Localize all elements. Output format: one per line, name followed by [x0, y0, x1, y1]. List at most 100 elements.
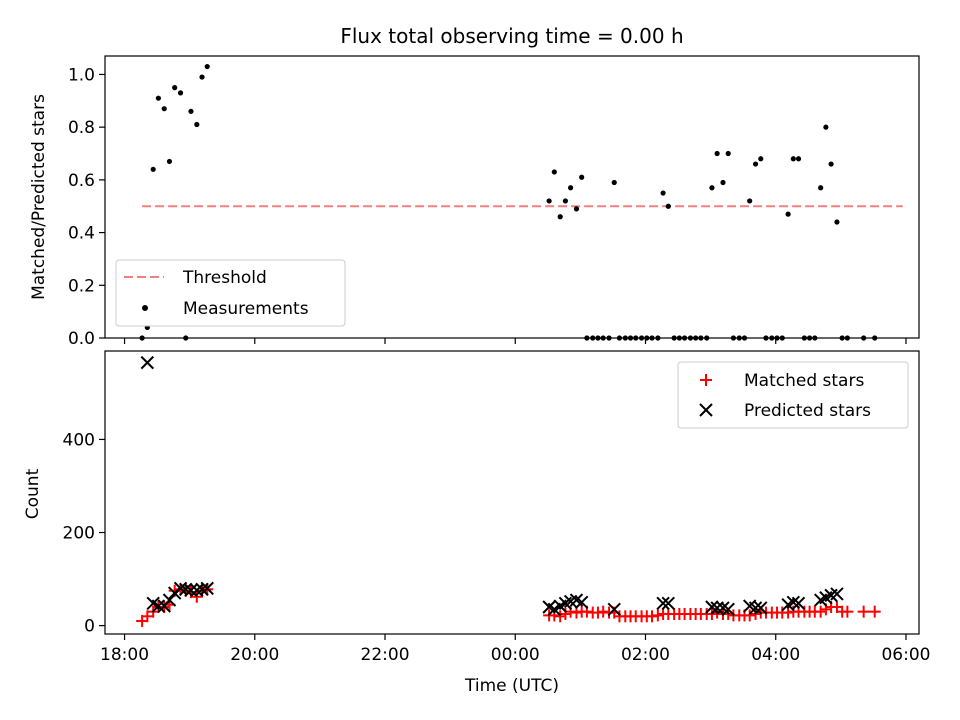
matched-point [554, 610, 567, 623]
bottom-y-tick-label: 0 [84, 617, 95, 637]
top-y-tick-label: 1.0 [68, 65, 95, 85]
x-tick-label: 00:00 [491, 645, 540, 665]
measurement-point [725, 150, 731, 157]
predicted-point [179, 582, 193, 597]
measurement-point [172, 85, 178, 91]
matched-legend-label: Matched stars [744, 371, 864, 391]
predicted-point [830, 587, 844, 601]
predicted-point [574, 595, 589, 610]
measurement-point [720, 179, 726, 186]
x-tick-label: 18:00 [100, 645, 149, 665]
bottom-y-axis: 0 200 400 [63, 430, 105, 637]
predicted-point [710, 601, 724, 615]
predicted-point [200, 581, 214, 596]
measurement-point [155, 95, 161, 101]
predicted-point [748, 601, 763, 615]
measurement-point [790, 156, 796, 162]
measurement-point [818, 185, 824, 191]
top-y-axis-label: Matched/Predicted stars [29, 94, 49, 300]
matched-point [190, 590, 203, 603]
top-y-tick-label: 0.8 [68, 118, 95, 138]
predicted-point [656, 596, 670, 610]
x-tick-label: 02:00 [621, 645, 670, 665]
measurement-point [795, 156, 802, 162]
measurement-point [573, 206, 580, 212]
predicted-point [140, 355, 155, 370]
measurement-point [828, 161, 834, 167]
top-y-tick-label: 0.4 [68, 224, 95, 244]
matched-legend-swatch [700, 374, 712, 386]
bottom-plot-marks [136, 355, 881, 627]
predicted-point [786, 595, 801, 610]
measurement-point [557, 214, 563, 220]
measurement-point [665, 203, 671, 209]
measurement-point [660, 190, 666, 196]
measurement-point [747, 198, 753, 204]
measurement-point [752, 161, 759, 167]
bottom-y-tick-label: 400 [63, 430, 95, 450]
x-tick-label: 06:00 [881, 645, 930, 665]
measurement-point [188, 108, 194, 114]
matched-point [868, 605, 881, 618]
bottom-panel: 0 200 400 18:00 20:00 22:00 00:00 02:00 04:00 06… [23, 350, 930, 696]
predicted-point [184, 583, 198, 597]
threshold-legend-label: Threshold [182, 268, 267, 288]
predicted-point [791, 596, 806, 610]
top-legend-box [115, 259, 346, 327]
top-legend: Threshold Measurements [115, 259, 346, 327]
matched-point [651, 609, 664, 622]
measurement-point [823, 124, 829, 130]
x-tick-label: 22:00 [361, 645, 410, 665]
measurement-point [551, 169, 557, 175]
measurement-point [150, 166, 156, 172]
measurement-point [834, 219, 840, 225]
measurement-point [758, 156, 764, 162]
measurement-point [611, 179, 617, 186]
predicted-point [721, 602, 735, 617]
measurement-point [177, 90, 184, 96]
top-x-axis-ticks [123, 338, 907, 344]
matched-point [857, 605, 870, 618]
measurement-point [785, 211, 791, 217]
measurement-point [579, 174, 585, 180]
predicted-point [162, 593, 177, 607]
predicted-point [661, 596, 675, 610]
predicted-point [151, 599, 166, 613]
bottom-y-tick-label: 200 [63, 524, 95, 544]
top-axes-frame [104, 55, 920, 339]
measurement-point [166, 158, 173, 165]
x-tick-label: 20:00 [230, 645, 279, 665]
chart-title: Flux total observing time = 0.00 h [340, 24, 683, 48]
bottom-axes-frame [104, 350, 920, 635]
bottom-legend-box [677, 361, 909, 429]
matched-point [743, 609, 756, 622]
top-y-tick-label: 0.6 [68, 171, 95, 191]
predicted-point [195, 582, 209, 597]
predicted-legend-label: Predicted stars [744, 401, 871, 421]
top-y-axis: 0.0 0.2 0.4 0.6 0.8 1.0 [68, 65, 105, 349]
measurement-point [562, 198, 568, 204]
bottom-y-axis-label: Count [23, 468, 43, 519]
measurement-point [568, 185, 574, 191]
matched-point [841, 605, 854, 618]
matched-point [559, 607, 572, 620]
bottom-legend: Matched stars Predicted stars [677, 361, 909, 429]
top-y-tick-label: 0.0 [68, 329, 95, 349]
x-axis-label: Time (UTC) [464, 676, 559, 696]
x-tick-label: 04:00 [751, 645, 800, 665]
measurement-point [714, 150, 720, 157]
measurement-point [199, 74, 205, 80]
matched-point [814, 605, 827, 618]
bottom-x-axis: 18:00 20:00 22:00 00:00 02:00 04:00 06:00 [100, 634, 930, 665]
predicted-point [754, 601, 768, 615]
top-panel: 0.0 0.2 0.4 0.6 0.8 1.0 Matched/Predicted sta… [29, 55, 920, 349]
predicted-point [705, 600, 719, 614]
measurement-point [709, 185, 715, 191]
measurements-legend-swatch [142, 305, 148, 311]
measurement-point [546, 198, 552, 204]
predicted-point [607, 602, 621, 617]
predicted-point [190, 583, 204, 597]
predicted-point [173, 581, 188, 596]
measurement-point [194, 121, 200, 128]
predicted-legend-swatch [699, 403, 713, 417]
